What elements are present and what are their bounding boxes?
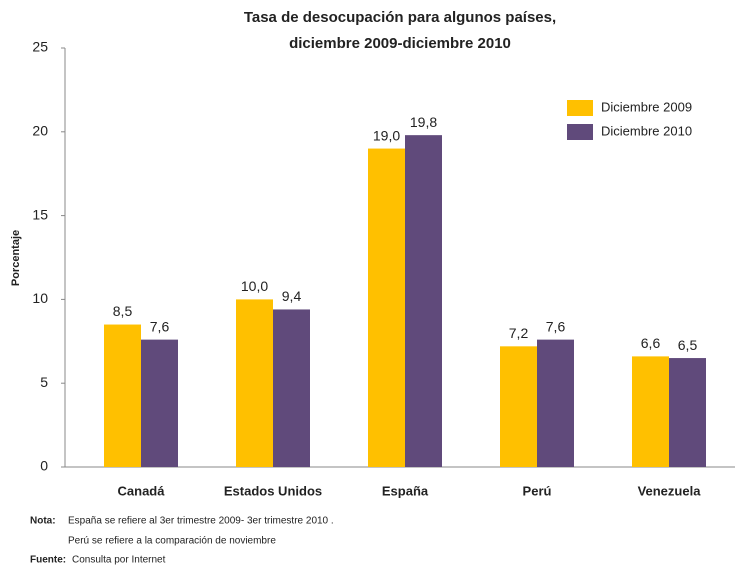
x-tick-label: Estados Unidos: [224, 483, 322, 498]
y-tick-label: 0: [40, 458, 48, 474]
value-label: 6,5: [678, 337, 698, 353]
bar: [104, 324, 141, 467]
value-label: 7,6: [150, 318, 170, 334]
bar: [236, 299, 273, 467]
legend-label: Diciembre 2009: [601, 99, 692, 114]
y-tick-label: 10: [32, 290, 48, 306]
value-label: 19,8: [410, 114, 437, 130]
legend-swatch: [567, 124, 593, 140]
value-label: 9,4: [282, 288, 302, 304]
x-tick-label: Venezuela: [638, 483, 702, 498]
legend-swatch: [567, 100, 593, 116]
bar: [405, 135, 442, 468]
note: España se refiere al 3er trimestre 2009-…: [68, 516, 334, 527]
bar: [273, 309, 310, 467]
x-tick-label: España: [382, 483, 429, 498]
value-label: 19,0: [373, 127, 400, 143]
value-label: 10,0: [241, 278, 268, 294]
bar: [500, 346, 537, 467]
chart-title: Tasa de desocupación para algunos países…: [244, 9, 556, 26]
y-tick-label: 25: [32, 39, 48, 55]
y-tick-label: 5: [40, 374, 48, 390]
note-label: Nota:: [30, 516, 56, 527]
bar: [669, 358, 706, 467]
bar: [537, 339, 574, 467]
value-label: 6,6: [641, 335, 661, 351]
y-tick-label: 15: [32, 206, 48, 222]
source-label: Fuente:: [30, 555, 66, 566]
chart-subtitle: diciembre 2009-diciembre 2010: [289, 35, 511, 52]
legend-label: Diciembre 2010: [601, 123, 692, 138]
bar: [141, 339, 178, 467]
value-label: 7,2: [509, 325, 529, 341]
x-tick-label: Canadá: [118, 483, 166, 498]
x-tick-label: Perú: [523, 483, 552, 498]
y-tick-label: 20: [32, 123, 48, 139]
note: Perú se refiere a la comparación de novi…: [68, 536, 276, 547]
y-axis-label: Porcentaje: [10, 230, 22, 286]
source: Consulta por Internet: [72, 555, 166, 566]
bar: [368, 148, 405, 467]
value-label: 7,6: [546, 318, 566, 334]
bar: [632, 356, 669, 467]
value-label: 8,5: [113, 303, 133, 319]
